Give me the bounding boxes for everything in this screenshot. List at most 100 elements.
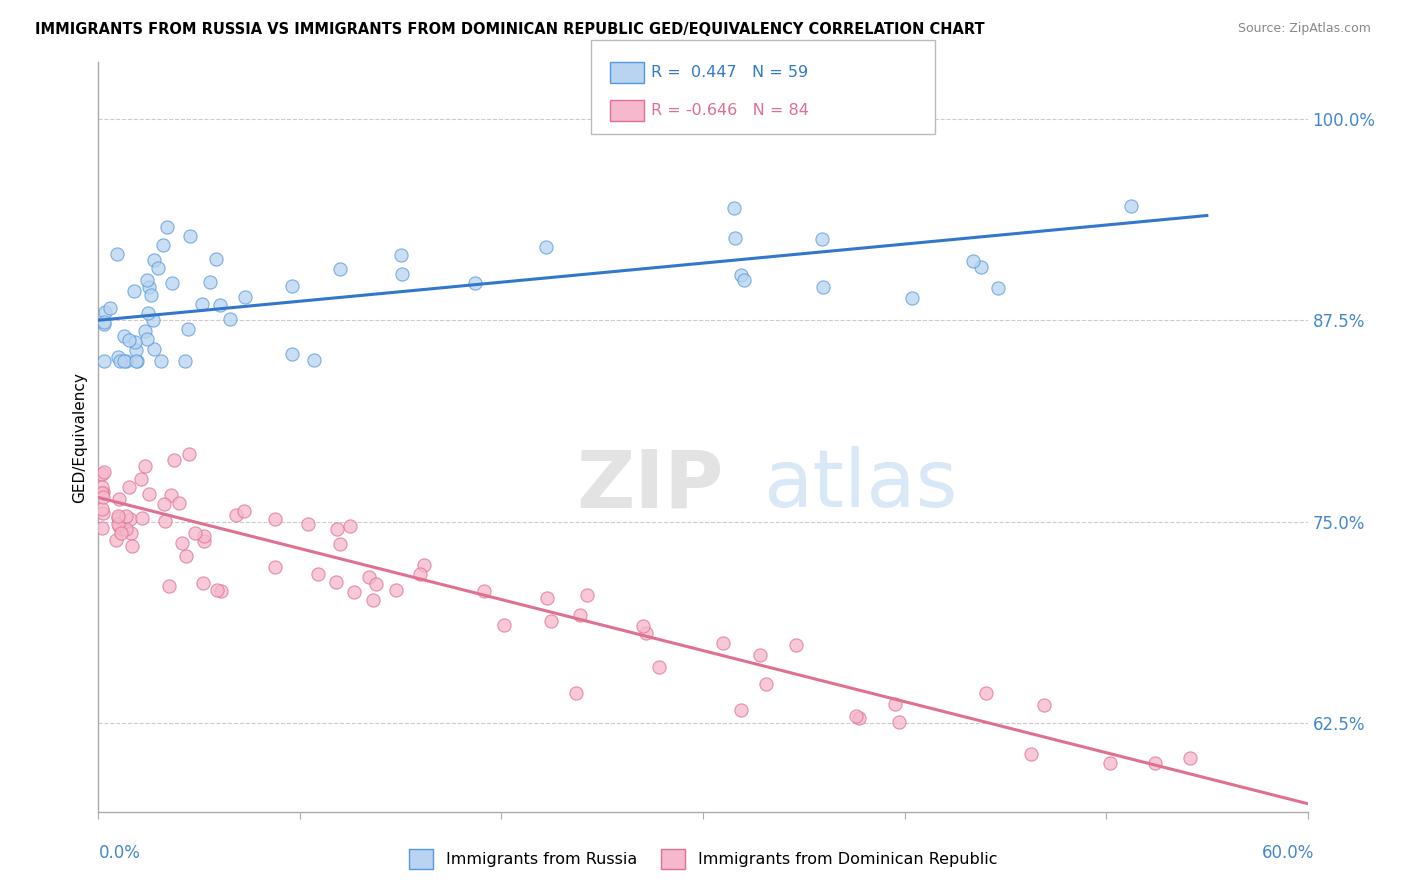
Point <box>107 350 129 364</box>
Point <box>114 522 136 536</box>
Point <box>464 276 486 290</box>
Point <box>142 313 165 327</box>
Point <box>962 254 984 268</box>
Point <box>1099 756 1122 771</box>
Point <box>143 252 166 267</box>
Point <box>536 591 558 605</box>
Point <box>163 453 186 467</box>
Point <box>94 305 117 319</box>
Point <box>191 297 214 311</box>
Point <box>1180 751 1202 765</box>
Point <box>118 512 141 526</box>
Point <box>153 514 176 528</box>
Point <box>108 353 131 368</box>
Point <box>339 519 361 533</box>
Point <box>359 570 381 584</box>
Point <box>969 260 991 274</box>
Point <box>114 353 136 368</box>
Point <box>361 592 384 607</box>
Point <box>162 276 184 290</box>
Point <box>157 579 180 593</box>
Point <box>329 537 352 551</box>
Point <box>281 347 304 361</box>
Point <box>366 577 388 591</box>
Point <box>263 511 285 525</box>
Point <box>730 268 752 283</box>
Point <box>115 508 138 523</box>
Point <box>302 352 325 367</box>
Point <box>93 465 115 479</box>
Point <box>281 279 304 293</box>
Point <box>91 485 114 500</box>
Y-axis label: GED/Equivalency: GED/Equivalency <box>72 372 87 502</box>
Point <box>143 343 166 357</box>
Point <box>845 709 868 723</box>
Point <box>191 575 214 590</box>
Point <box>987 281 1010 295</box>
Text: R =  0.447   N = 59: R = 0.447 N = 59 <box>651 65 808 79</box>
Point <box>755 677 778 691</box>
Point <box>129 472 152 486</box>
Point <box>107 511 129 525</box>
Point <box>118 334 141 348</box>
Point <box>901 291 924 305</box>
Point <box>575 588 598 602</box>
Point <box>125 343 148 357</box>
Point <box>193 529 215 543</box>
Point <box>135 332 157 346</box>
Point <box>343 585 366 599</box>
Point <box>631 619 654 633</box>
Point <box>108 519 131 533</box>
Point <box>734 273 756 287</box>
Point <box>205 583 228 598</box>
Point <box>91 501 114 516</box>
Point <box>200 276 222 290</box>
Point <box>749 648 772 662</box>
Point <box>412 558 434 573</box>
Text: ZIP: ZIP <box>576 446 723 524</box>
Point <box>325 522 347 536</box>
Point <box>136 273 159 287</box>
Point <box>540 614 562 628</box>
Point <box>91 480 114 494</box>
Point <box>146 260 169 275</box>
Point <box>233 290 256 304</box>
Point <box>1019 747 1042 762</box>
Point <box>209 298 232 312</box>
Point <box>124 334 146 349</box>
Point <box>848 711 870 725</box>
Point <box>813 280 835 294</box>
Point <box>136 306 159 320</box>
Point <box>884 697 907 711</box>
Text: Source: ZipAtlas.com: Source: ZipAtlas.com <box>1237 22 1371 36</box>
Text: R = -0.646   N = 84: R = -0.646 N = 84 <box>651 103 808 118</box>
Point <box>225 508 247 522</box>
Point <box>634 626 657 640</box>
Point <box>112 328 135 343</box>
Point <box>233 504 256 518</box>
Point <box>153 497 176 511</box>
Point <box>724 231 747 245</box>
Point <box>149 353 172 368</box>
Point <box>329 262 352 277</box>
Point <box>1121 198 1143 212</box>
Point <box>205 252 228 266</box>
Point <box>91 521 114 535</box>
Point <box>152 238 174 252</box>
Point <box>569 607 592 622</box>
Point <box>93 490 115 504</box>
Point <box>389 248 412 262</box>
Point <box>107 508 129 523</box>
Point <box>887 714 910 729</box>
Point <box>131 511 153 525</box>
Point <box>134 459 156 474</box>
Point <box>494 618 516 632</box>
Point <box>172 536 194 550</box>
Point <box>647 660 669 674</box>
Point <box>91 485 114 500</box>
Point <box>121 539 143 553</box>
Point <box>391 268 413 282</box>
Legend: Immigrants from Russia, Immigrants from Dominican Republic: Immigrants from Russia, Immigrants from … <box>402 843 1004 875</box>
Point <box>138 487 160 501</box>
Point <box>93 317 115 331</box>
